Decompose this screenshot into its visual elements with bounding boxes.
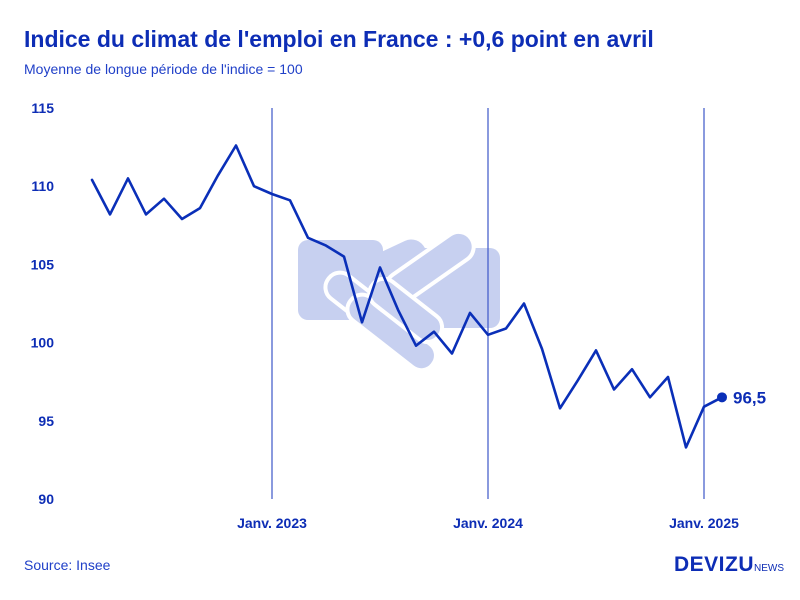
- y-tick-label: 110: [31, 178, 54, 194]
- end-point-marker: [717, 392, 727, 403]
- y-tick-label: 100: [31, 335, 55, 351]
- y-tick-label: 90: [38, 491, 54, 507]
- y-tick-label: 115: [31, 100, 54, 116]
- chart-subtitle: Moyenne de longue période de l'indice = …: [24, 61, 303, 77]
- brand-logo: DEVIZUNEWS: [674, 553, 784, 577]
- end-value-label: 96,5: [733, 388, 766, 407]
- y-tick-label: 105: [31, 256, 55, 272]
- y-tick-label: 95: [38, 413, 54, 429]
- brand-suffix: NEWS: [754, 563, 785, 574]
- source-note: Source: Insee: [24, 557, 111, 573]
- chart-title: Indice du climat de l'emploi en France :…: [24, 26, 654, 52]
- brand-name: DEVIZU: [674, 553, 755, 576]
- series-line: [90, 144, 724, 449]
- x-tick-label: Janv. 2024: [453, 515, 523, 531]
- x-tick-label: Janv. 2023: [237, 515, 307, 531]
- x-tick-label: Janv. 2025: [669, 515, 739, 531]
